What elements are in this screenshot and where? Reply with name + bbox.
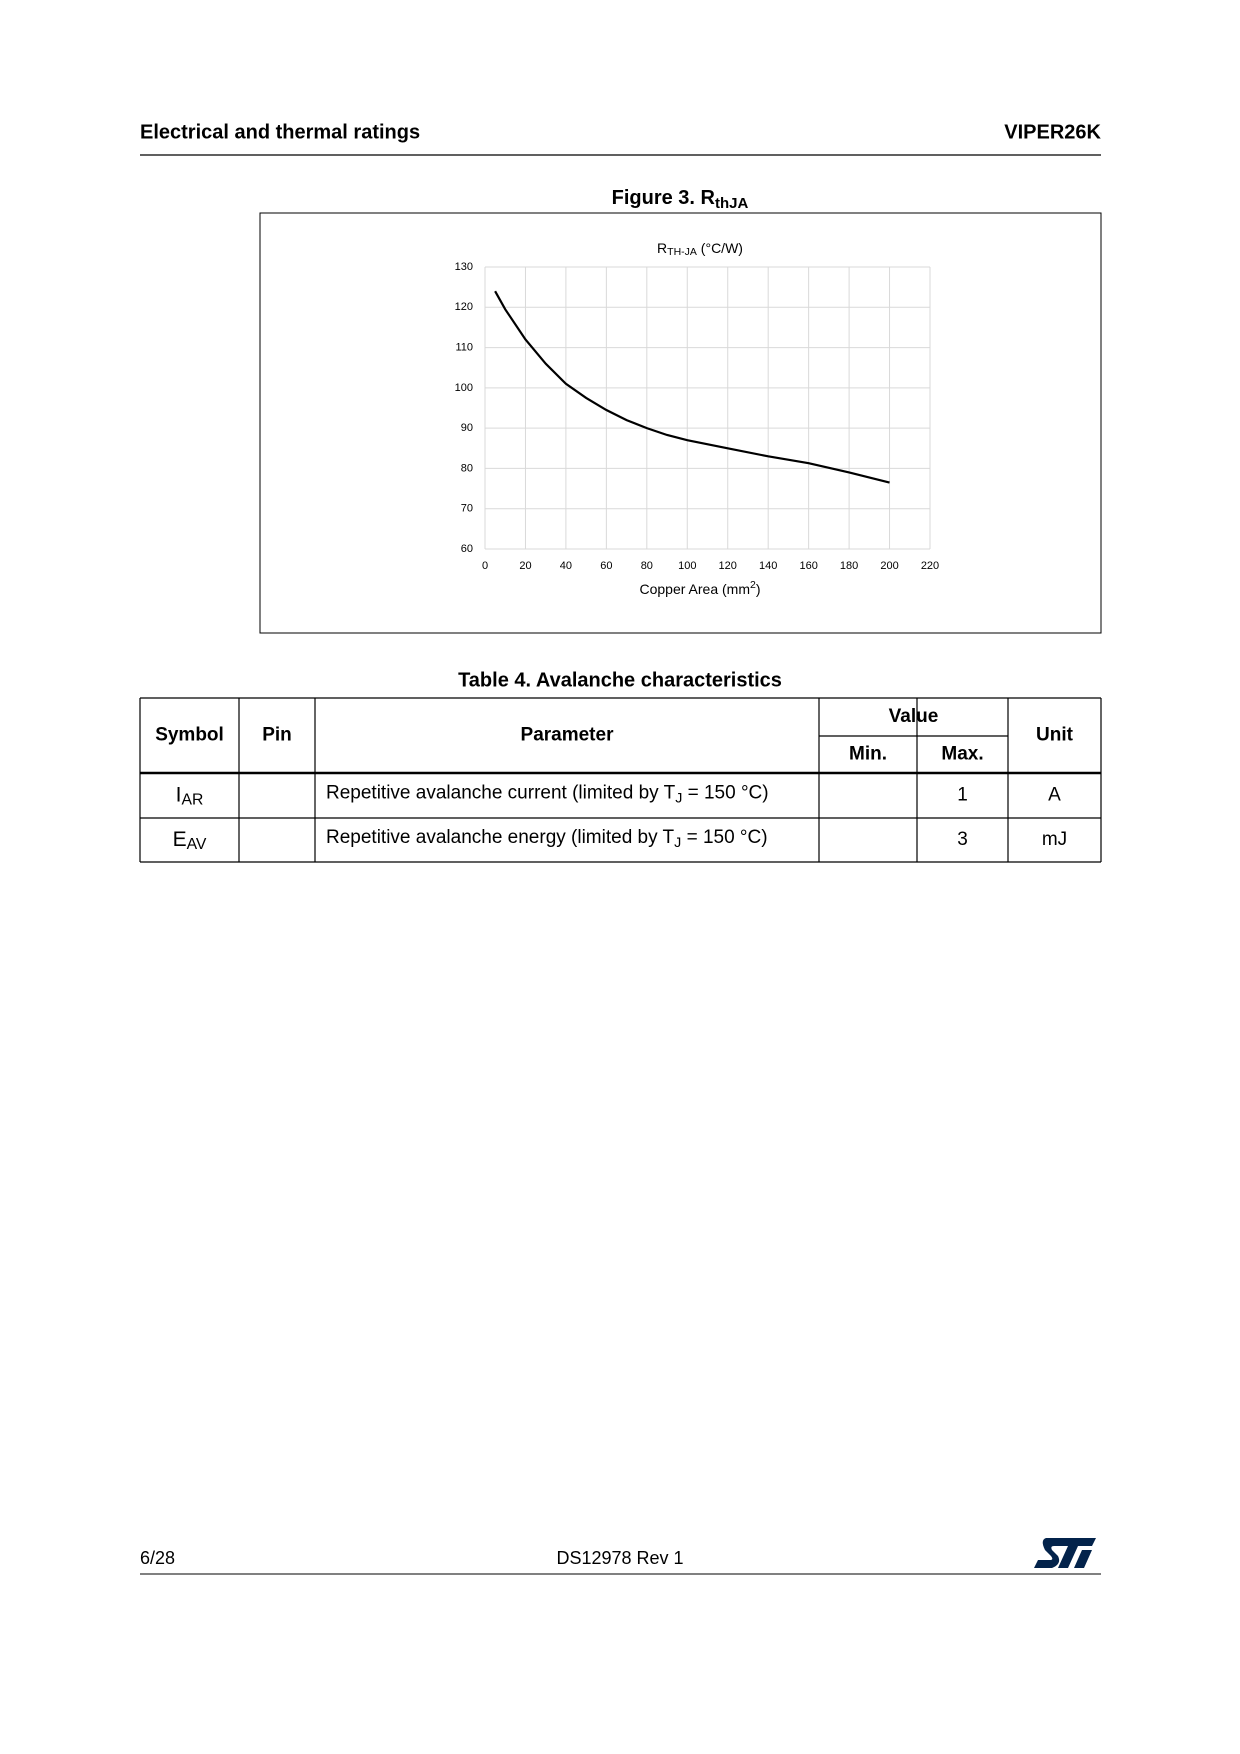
x-tick-label: 20 bbox=[519, 560, 531, 572]
y-tick-label: 80 bbox=[461, 462, 473, 474]
max-cell: 3 bbox=[957, 829, 968, 850]
x-label-text: Copper Area (mm bbox=[640, 581, 750, 597]
x-tick-label: 0 bbox=[482, 560, 488, 572]
x-tick-label: 200 bbox=[880, 560, 898, 572]
y-tick-label: 110 bbox=[455, 341, 473, 353]
parameter-text: Repetitive avalanche current (limited by… bbox=[326, 783, 676, 804]
data-line bbox=[494, 290, 890, 484]
symbol-text: E bbox=[173, 828, 187, 851]
header-cell: Max. bbox=[941, 744, 983, 765]
header-cell: Parameter bbox=[521, 725, 615, 746]
caption-sub: thJA bbox=[715, 195, 749, 212]
x-tick-label: 180 bbox=[840, 560, 858, 572]
header-right: VIPER26K bbox=[1004, 121, 1101, 143]
header-cell: Value bbox=[889, 706, 939, 727]
symbol-sub: AR bbox=[181, 792, 203, 809]
x-tick-label: 140 bbox=[759, 560, 777, 572]
x-tick-label: 60 bbox=[600, 560, 612, 572]
chart-title: RTH-JA (°C/W) bbox=[657, 240, 743, 258]
x-label-sup: 2 bbox=[750, 579, 756, 591]
x-tick-label: 40 bbox=[560, 560, 572, 572]
x-tick-label: 160 bbox=[799, 560, 817, 572]
figure-frame bbox=[259, 212, 1102, 634]
x-tick-label: 220 bbox=[921, 560, 939, 572]
header-cell: Min. bbox=[849, 744, 887, 765]
y-tick-label: 100 bbox=[455, 382, 473, 394]
x-axis-label: Copper Area (mm2) bbox=[640, 579, 761, 597]
symbol-cell: IAR bbox=[176, 783, 204, 809]
doc-id: DS12978 Rev 1 bbox=[556, 1548, 683, 1568]
x-tick-label: 100 bbox=[678, 560, 696, 572]
figure-caption: Figure 3. RthJA bbox=[612, 187, 749, 212]
unit-cell: A bbox=[1048, 785, 1061, 806]
y-tick-label: 120 bbox=[455, 301, 473, 313]
y-tick-label: 70 bbox=[461, 503, 473, 515]
max-cell: 1 bbox=[957, 785, 968, 806]
header-cell: Unit bbox=[1036, 725, 1074, 746]
parameter-text: Repetitive avalanche energy (limited by … bbox=[326, 827, 675, 848]
title-text: R bbox=[657, 240, 667, 256]
header-left: Electrical and thermal ratings bbox=[140, 121, 420, 143]
st-logo bbox=[1034, 1538, 1096, 1568]
parameter-sub: J bbox=[674, 835, 681, 851]
title-sub: TH-JA bbox=[667, 246, 697, 258]
symbol-sub: AV bbox=[187, 836, 207, 853]
parameter-cell: Repetitive avalanche energy (limited by … bbox=[326, 827, 768, 851]
header-cell: Symbol bbox=[155, 725, 224, 746]
parameter-cell: Repetitive avalanche current (limited by… bbox=[326, 783, 769, 807]
x-tick-label: 120 bbox=[719, 560, 737, 572]
table-caption: Table 4. Avalanche characteristics bbox=[458, 669, 782, 691]
x-label-end: ) bbox=[756, 581, 761, 597]
parameter-end: = 150 °C) bbox=[682, 783, 768, 804]
y-tick-label: 60 bbox=[461, 543, 473, 555]
symbol-text: I bbox=[176, 783, 182, 806]
page-number: 6/28 bbox=[140, 1548, 175, 1568]
y-tick-label: 90 bbox=[461, 422, 473, 434]
title-unit: (°C/W) bbox=[697, 240, 743, 256]
parameter-end: = 150 °C) bbox=[681, 827, 767, 848]
unit-cell: mJ bbox=[1042, 829, 1067, 850]
parameter-sub: J bbox=[675, 790, 682, 806]
symbol-cell: EAV bbox=[173, 828, 207, 854]
x-tick-label: 80 bbox=[641, 560, 653, 572]
y-tick-label: 130 bbox=[455, 261, 473, 273]
header-cell: Pin bbox=[262, 725, 292, 746]
caption-text: Figure 3. R bbox=[612, 187, 716, 209]
chart: 60 70 80 90 100 110 120 130 0 20 40 60 80 100 120 140 16… bbox=[455, 240, 940, 597]
